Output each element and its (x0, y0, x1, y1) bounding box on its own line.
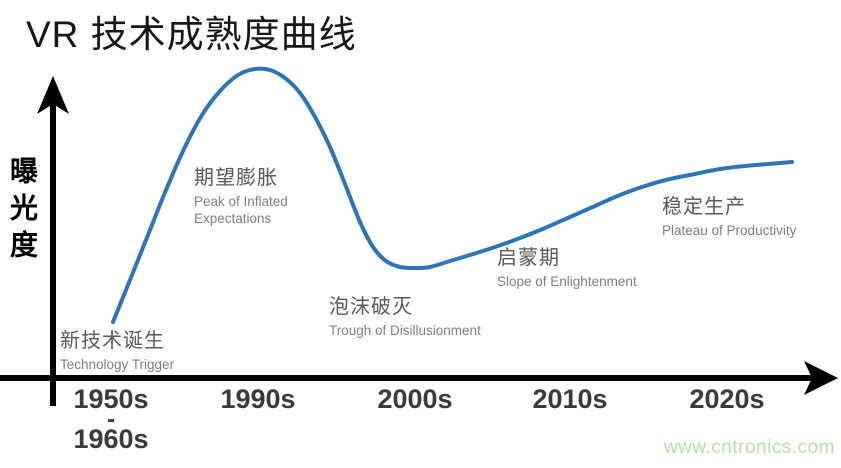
annotation-peak-of-inflated-expectations: 期望膨胀 Peak of Inflated Expectations (194, 166, 312, 227)
annotation-en-label: Trough of Disillusionment (329, 323, 481, 338)
x-tick-line: - (107, 406, 115, 433)
annotation-zh-label: 新技术诞生 (60, 330, 165, 352)
x-tick-2010s: 2010s (505, 386, 635, 413)
annotation-en-label: Plateau of Productivity (662, 223, 797, 238)
annotation-slope-of-enlightenment: 启蒙期 Slope of Enlightenment (497, 246, 637, 290)
x-tick-line: 1990s (220, 384, 296, 414)
watermark-text: www.cntronics.com (663, 437, 835, 458)
x-tick-line: 1960s (73, 424, 149, 454)
x-tick-1990s: 1990s (193, 386, 323, 413)
hype-cycle-curve (111, 66, 794, 324)
annotation-en-label: Slope of Enlightenment (497, 274, 637, 289)
chart-title: VR 技术成熟度曲线 (26, 14, 357, 55)
x-axis-arrowhead-icon (804, 361, 838, 395)
annotation-zh-label: 启蒙期 (497, 247, 560, 269)
annotation-trough-of-disillusionment: 泡沫破灭 Trough of Disillusionment (329, 295, 481, 339)
x-tick-line: 2010s (532, 384, 608, 414)
x-tick-line: 2000s (377, 384, 453, 414)
annotation-technology-trigger: 新技术诞生 Technology Trigger (60, 329, 174, 373)
annotation-en-label: Technology Trigger (60, 357, 175, 372)
x-tick-line: 1950s (73, 384, 149, 414)
annotation-en-label: Peak of Inflated Expectations (194, 194, 288, 226)
y-axis-arrowhead-icon (37, 76, 69, 114)
x-tick-2020s: 2020s (662, 386, 792, 413)
annotation-zh-label: 泡沫破灭 (329, 296, 413, 318)
annotation-zh-label: 期望膨胀 (194, 167, 278, 189)
x-tick-2000s: 2000s (350, 386, 480, 413)
x-tick-1950s-1960s: 1950s - 1960s (46, 386, 176, 453)
annotation-plateau-of-productivity: 稳定生产 Plateau of Productivity (662, 195, 796, 239)
x-tick-line: 2020s (689, 384, 765, 414)
annotation-zh-label: 稳定生产 (662, 196, 746, 218)
y-axis-label: 曝光度 (7, 156, 38, 267)
